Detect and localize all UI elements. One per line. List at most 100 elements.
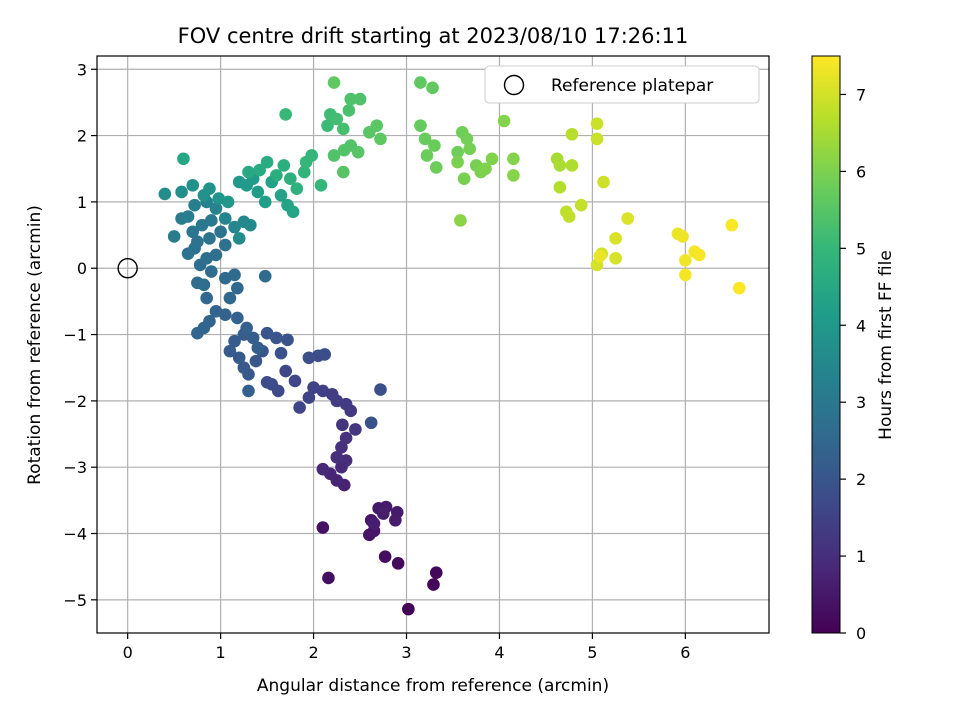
colorbar-tick-label: 0 — [856, 624, 866, 643]
data-point — [218, 238, 232, 252]
data-point — [288, 374, 302, 388]
data-point — [191, 326, 204, 340]
data-point — [270, 331, 283, 345]
data-point — [244, 218, 257, 232]
data-point — [260, 326, 274, 340]
data-point — [209, 202, 223, 215]
data-point — [378, 550, 392, 564]
data-point — [228, 268, 241, 282]
colorbar: 0 1 2 3 4 5 6 7 Hours from first FF file — [811, 55, 896, 643]
data-point — [679, 268, 692, 282]
data-point — [203, 232, 216, 245]
y-tick-label: −2 — [63, 392, 87, 411]
data-point — [327, 76, 341, 89]
data-point — [479, 162, 492, 176]
data-point — [553, 159, 567, 172]
data-point — [302, 351, 316, 365]
data-point — [316, 521, 330, 534]
plot-background — [97, 56, 769, 633]
data-point — [507, 152, 520, 166]
data-point — [451, 155, 464, 169]
data-point — [191, 235, 204, 249]
data-point — [609, 251, 622, 265]
colorbar-label: Hours from first FF file — [876, 250, 896, 440]
x-tick-label: 0 — [123, 643, 133, 662]
data-point — [621, 212, 635, 225]
data-point — [274, 346, 288, 360]
data-point — [457, 172, 471, 185]
data-point — [389, 513, 402, 527]
data-point — [337, 165, 350, 179]
data-point — [205, 265, 218, 278]
data-point — [221, 195, 235, 209]
data-point — [330, 450, 344, 464]
y-tick-label: 0 — [77, 259, 87, 278]
data-point — [414, 119, 427, 132]
data-point — [374, 132, 387, 146]
scatter-points — [158, 76, 746, 616]
x-tick-label: 3 — [401, 643, 411, 662]
data-point — [353, 92, 367, 106]
data-point — [258, 269, 272, 283]
data-point — [426, 81, 439, 95]
data-point — [337, 122, 350, 136]
data-point — [223, 291, 237, 305]
data-point — [692, 248, 706, 262]
data-point — [330, 112, 344, 126]
data-point — [420, 149, 434, 162]
data-point — [242, 384, 255, 398]
data-point — [253, 163, 266, 177]
colorbar-tick-label: 2 — [856, 470, 866, 489]
data-point — [214, 225, 227, 239]
data-point — [279, 108, 292, 121]
data-point — [258, 195, 272, 209]
data-point — [284, 172, 297, 185]
y-tick-label: 2 — [77, 127, 87, 146]
data-point — [725, 218, 739, 232]
data-point — [195, 218, 209, 232]
colorbar-tick-label: 3 — [856, 393, 866, 412]
data-point — [460, 132, 474, 146]
x-tick-label: 6 — [680, 643, 690, 662]
data-point — [367, 517, 381, 530]
data-point — [609, 232, 622, 245]
data-point — [342, 104, 356, 117]
data-point — [186, 225, 200, 239]
y-axis-label: Rotation from reference (arcmin) — [25, 205, 45, 485]
data-point — [507, 169, 520, 182]
data-point — [427, 578, 440, 591]
data-point — [429, 161, 443, 174]
data-point — [242, 165, 255, 179]
data-point — [158, 187, 172, 201]
data-point — [181, 210, 195, 223]
data-point — [251, 341, 265, 355]
data-point — [175, 185, 188, 199]
data-point — [237, 361, 251, 375]
data-point — [228, 334, 241, 348]
y-tick-label: −1 — [63, 326, 87, 345]
data-point — [277, 159, 291, 172]
x-tick-label: 4 — [494, 643, 504, 662]
data-point — [451, 145, 464, 159]
data-point — [318, 348, 332, 361]
data-point — [232, 232, 246, 245]
data-point — [391, 557, 405, 570]
y-tick-label: 3 — [77, 60, 87, 79]
colorbar-tick-label: 5 — [856, 239, 866, 258]
data-point — [240, 321, 253, 335]
plot-frame — [96, 55, 770, 634]
plot-area: 0 1 2 3 4 5 6 −5 −4 −3 −2 −1 0 1 2 3 — [63, 55, 770, 662]
data-point — [553, 181, 567, 194]
colorbar-tick-label: 7 — [856, 85, 866, 104]
data-point — [679, 253, 692, 267]
legend: Reference platepar — [484, 65, 760, 104]
data-point — [593, 249, 607, 263]
colorbar-tick-label: 1 — [856, 547, 866, 566]
data-point — [223, 344, 237, 358]
data-point — [428, 139, 441, 152]
y-tick-label: −5 — [63, 591, 87, 610]
data-point — [316, 462, 330, 476]
data-point — [485, 152, 499, 166]
x-tick-label: 1 — [216, 643, 226, 662]
